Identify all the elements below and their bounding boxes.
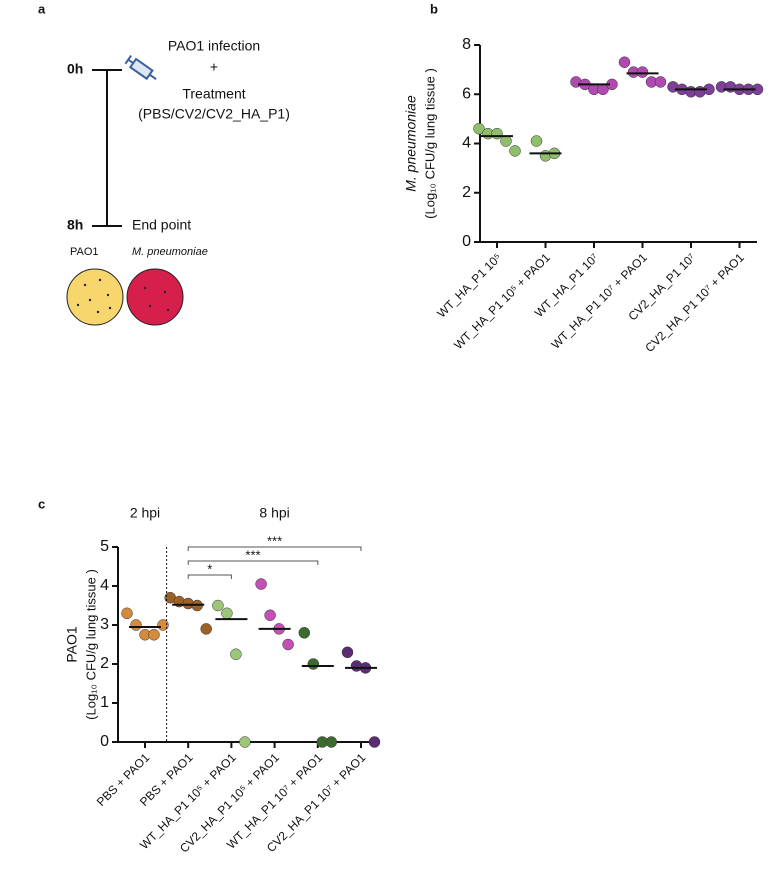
significance-bracket [187, 574, 232, 579]
y-tick-label: 1 [100, 694, 109, 711]
data-point [618, 56, 631, 68]
event-text: + [210, 59, 218, 75]
event-text: PAO1 infection [168, 38, 260, 54]
panel-letter: c [38, 496, 45, 511]
significance-label: *** [245, 547, 260, 562]
y-tick-label: 6 [462, 85, 471, 102]
plate-pao1 [66, 268, 124, 326]
data-point [121, 607, 133, 620]
y-axis-label: PAO1 [64, 626, 80, 663]
y-tick-label: 4 [462, 135, 471, 152]
data-point [221, 607, 233, 620]
data-point [654, 76, 667, 88]
time-label: 8h [67, 217, 83, 233]
data-point [500, 135, 512, 147]
panel-letter: a [38, 1, 46, 16]
plate-mpn [126, 268, 184, 326]
data-point [230, 648, 242, 660]
y-tick-label: 8 [462, 36, 471, 53]
y-tick-label: 3 [100, 616, 109, 633]
data-point [130, 619, 142, 631]
timeline: 0h 8h PAO1 infection + Treatment (PBS/CV… [66, 38, 290, 326]
data-point [298, 627, 311, 639]
data-point [368, 736, 381, 748]
panel-letter: b [430, 1, 438, 16]
data-point [325, 736, 338, 748]
significance-bracket [187, 546, 362, 551]
y-axis-label: (Log₁₀ CFU/g lung tissue ) [422, 68, 437, 219]
data-point [239, 736, 251, 748]
data-point [341, 646, 354, 659]
event-text: Treatment [182, 86, 245, 102]
y-axis-label: M. pneumoniae [403, 95, 419, 192]
significance-label: *** [267, 533, 282, 548]
data-point [255, 578, 267, 590]
end-label: End point [132, 217, 191, 233]
plate-label: PAO1 [70, 246, 99, 258]
group-label: 8 hpi [259, 505, 289, 521]
data-point [200, 623, 212, 635]
data-point [473, 122, 485, 135]
data-point [212, 599, 224, 612]
y-tick-label: 5 [100, 538, 109, 555]
y-axis-label: (Log₁₀ CFU/g lung tissue ) [83, 569, 98, 720]
y-tick-label: 2 [100, 655, 109, 672]
y-tick-label: 0 [100, 733, 109, 750]
y-tick-label: 0 [462, 233, 471, 250]
event-text: (PBS/CV2/CV2_HA_P1) [138, 106, 290, 122]
data-point [509, 145, 521, 157]
group-label: 2 hpi [130, 505, 160, 521]
significance-label: * [207, 561, 212, 576]
data-point [282, 638, 294, 651]
x-tick-label: WT_HA_P1 10⁵ + PAO1 [451, 250, 553, 352]
data-point [636, 66, 649, 78]
data-point [530, 135, 543, 147]
data-point [264, 609, 276, 621]
syringe-icon [124, 55, 157, 81]
time-label: 0h [67, 61, 83, 77]
y-tick-label: 2 [462, 184, 471, 201]
data-point [491, 127, 503, 140]
x-tick-label: CV2_HA_P1 10⁷ + PAO1 [642, 250, 747, 355]
data-point [307, 658, 320, 670]
y-tick-label: 4 [100, 577, 109, 594]
data-point [148, 629, 160, 641]
x-tick-label: WT_HA_P1 10⁷ + PAO1 [549, 250, 650, 351]
significance-bracket [187, 560, 319, 565]
plate-label: M. pneumoniae [132, 246, 208, 258]
